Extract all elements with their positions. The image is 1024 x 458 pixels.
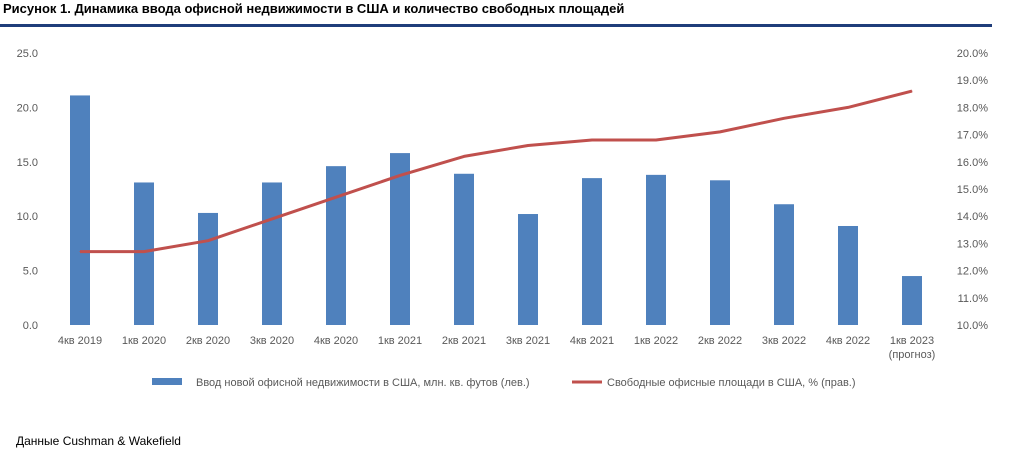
line-point	[335, 196, 337, 198]
bar	[774, 204, 794, 325]
legend-label-bar: Ввод новой офисной недвижимости в США, м…	[196, 377, 530, 389]
left-axis: 0.0 5.0 10.0 15.0 20.0 25.0	[17, 48, 38, 332]
left-axis-tick: 10.0	[17, 211, 38, 223]
x-axis-tick: 3кв 2022	[762, 335, 806, 347]
line-point	[847, 106, 849, 108]
x-axis-sublabel: (прогноз)	[889, 349, 936, 361]
bar	[390, 153, 410, 325]
line-point	[143, 251, 145, 253]
bar	[582, 178, 602, 325]
x-axis-tick: 1кв 2023	[890, 335, 934, 347]
x-axis-tick: 4кв 2021	[570, 335, 614, 347]
bar	[518, 214, 538, 325]
bar	[838, 225, 858, 325]
bar	[262, 182, 282, 325]
x-axis-tick: 2кв 2022	[698, 335, 742, 347]
line-path	[80, 89, 913, 254]
bar	[134, 182, 154, 325]
line-point	[207, 240, 209, 242]
line-point	[911, 90, 913, 92]
x-axis-tick: 4кв 2022	[826, 335, 870, 347]
legend-swatch-bar	[152, 378, 182, 385]
right-axis-tick: 18.0%	[957, 102, 988, 114]
right-axis-tick: 17.0%	[957, 130, 988, 142]
line-point	[79, 251, 81, 253]
right-axis-tick: 20.0%	[957, 48, 988, 60]
source-note: Данные Cushman & Wakefield	[16, 434, 181, 448]
bar	[70, 95, 90, 325]
left-axis-tick: 20.0	[17, 102, 38, 114]
left-axis-tick: 15.0	[17, 157, 38, 169]
bar-series	[70, 95, 922, 325]
left-axis-tick: 5.0	[23, 266, 38, 278]
left-axis-tick: 0.0	[23, 320, 38, 332]
x-axis-tick: 2кв 2021	[442, 335, 486, 347]
x-axis-tick: 2кв 2020	[186, 335, 230, 347]
line-point	[463, 155, 465, 157]
bar	[326, 166, 346, 325]
right-axis-tick: 19.0%	[957, 75, 988, 87]
legend: Ввод новой офисной недвижимости в США, м…	[152, 377, 856, 389]
x-axis-tick: 3кв 2021	[506, 335, 550, 347]
x-axis-tick: 4кв 2019	[58, 335, 102, 347]
line-point	[655, 139, 657, 141]
line-point	[399, 174, 401, 176]
line-point	[271, 218, 273, 220]
right-axis: 10.0% 11.0% 12.0% 13.0% 14.0% 15.0% 16.0% 17.0%…	[957, 48, 988, 332]
line-point	[591, 139, 593, 141]
line-point	[783, 117, 785, 119]
x-axis-tick: 3кв 2020	[250, 335, 294, 347]
right-axis-tick: 16.0%	[957, 157, 988, 169]
bar	[454, 173, 474, 325]
line-point	[719, 131, 721, 133]
line-series	[79, 89, 913, 254]
x-axis-labels: 4кв 2019 1кв 2020 2кв 2020 3кв 2020 4кв 2020…	[58, 335, 935, 361]
left-axis-tick: 25.0	[17, 48, 38, 60]
line-point	[527, 144, 529, 146]
title-rule	[0, 24, 992, 27]
x-axis-tick: 1кв 2020	[122, 335, 166, 347]
right-axis-tick: 13.0%	[957, 238, 988, 250]
right-axis-tick: 15.0%	[957, 184, 988, 196]
x-axis-tick: 1кв 2021	[378, 335, 422, 347]
right-axis-tick: 10.0%	[957, 320, 988, 332]
bar	[710, 180, 730, 325]
right-axis-tick: 11.0%	[958, 293, 989, 305]
x-axis-tick: 4кв 2020	[314, 335, 358, 347]
right-axis-tick: 14.0%	[957, 211, 988, 223]
x-axis-tick: 1кв 2022	[634, 335, 678, 347]
bar	[902, 276, 922, 325]
bar	[646, 174, 666, 325]
right-axis-tick: 12.0%	[957, 266, 988, 278]
bar	[198, 212, 218, 325]
chart-title: Рисунок 1. Динамика ввода офисной недвиж…	[3, 1, 625, 16]
legend-label-line: Свободные офисные площади в США, % (прав…	[607, 377, 856, 389]
